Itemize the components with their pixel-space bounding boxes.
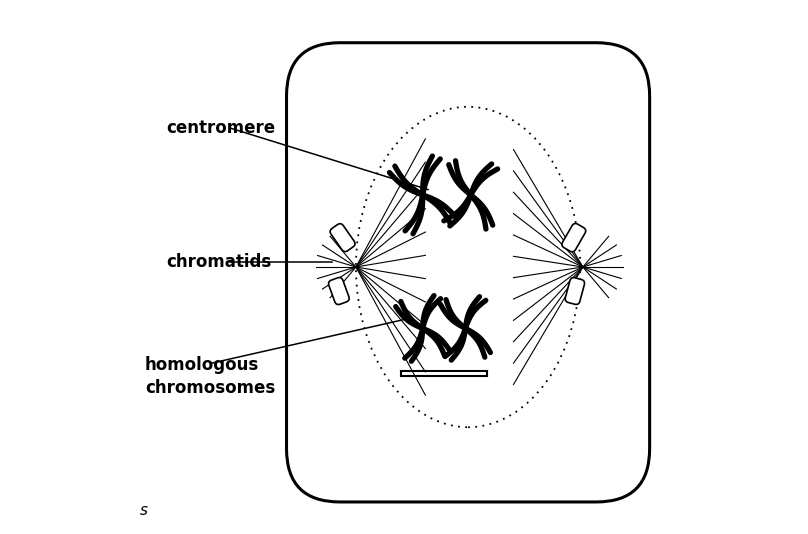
Text: chromatids: chromatids (166, 253, 271, 271)
FancyBboxPatch shape (287, 43, 650, 502)
FancyBboxPatch shape (329, 278, 349, 304)
FancyBboxPatch shape (566, 278, 584, 304)
Text: s: s (140, 503, 148, 518)
Text: centromere: centromere (166, 119, 276, 137)
Text: homologous
chromosomes: homologous chromosomes (145, 356, 276, 397)
FancyBboxPatch shape (562, 223, 586, 252)
FancyBboxPatch shape (330, 224, 355, 252)
